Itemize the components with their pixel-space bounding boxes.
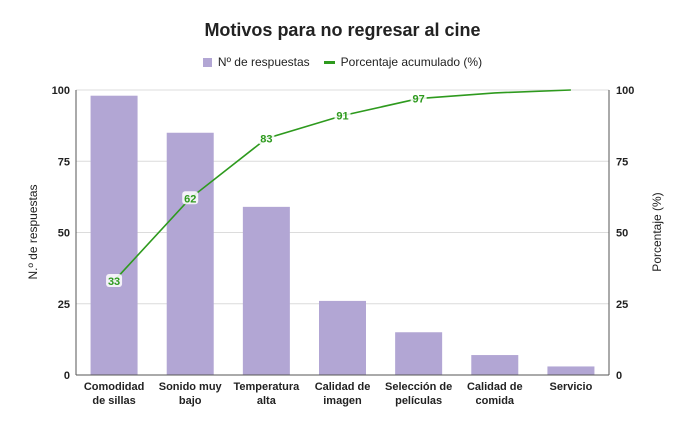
x-tick-label: imagen	[323, 395, 362, 407]
x-tick-label: alta	[257, 395, 277, 407]
x-tick-label: Calidad de	[467, 381, 523, 393]
y-tick-label: 75	[58, 156, 70, 168]
x-tick-label: de sillas	[92, 395, 135, 407]
x-tick-label: Selección de	[385, 381, 452, 393]
bar	[166, 132, 214, 375]
x-tick-label: películas	[395, 395, 442, 407]
data-label: 83	[260, 133, 272, 145]
chart-title: Motivos para no regresar al cine	[204, 20, 481, 40]
data-label: 33	[108, 276, 120, 288]
y2-tick-label: 25	[616, 299, 628, 311]
bar	[471, 355, 519, 375]
legend-item-bars: Nº de respuestas	[202, 55, 310, 69]
bar	[319, 300, 366, 375]
y2-tick-label: 100	[616, 85, 634, 97]
bar-swatch-icon	[202, 57, 212, 67]
x-tick-label: Comodidad	[84, 381, 145, 393]
y2-tick-label: 0	[616, 370, 622, 382]
data-label-bg	[182, 191, 199, 205]
y2-tick-label: 50	[616, 228, 628, 240]
x-tick-label: bajo	[179, 395, 202, 407]
y-tick-label: 50	[58, 228, 70, 240]
x-tick-label: Sonido muy	[159, 381, 223, 393]
line-swatch-icon	[323, 60, 335, 64]
y-tick-label: 25	[58, 299, 70, 311]
data-label-bg	[258, 131, 275, 145]
y-tick-label: 100	[52, 85, 70, 97]
data-label: 97	[413, 94, 425, 106]
x-tick-label: Calidad de	[315, 381, 371, 393]
x-tick-label: Temperatura	[233, 381, 300, 393]
bar	[242, 206, 290, 375]
bar	[547, 366, 595, 375]
data-label-bg	[334, 108, 351, 122]
bar	[90, 95, 138, 375]
x-tick-label: comida	[476, 395, 515, 407]
legend: Nº de respuestas Porcentaje acumulado (%…	[0, 55, 685, 69]
data-label-bg	[106, 273, 123, 287]
x-tick-label: Servicio	[550, 381, 593, 393]
bar	[395, 332, 443, 375]
data-label: 62	[184, 193, 196, 205]
y2-tick-label: 75	[616, 156, 628, 168]
legend-bar-label: Nº de respuestas	[217, 55, 310, 69]
legend-item-line: Porcentaje acumulado (%)	[323, 55, 483, 69]
y-tick-label: 0	[64, 370, 70, 382]
legend-line-label: Porcentaje acumulado (%)	[340, 55, 483, 69]
data-label: 91	[336, 111, 348, 123]
data-label-bg	[410, 91, 427, 105]
